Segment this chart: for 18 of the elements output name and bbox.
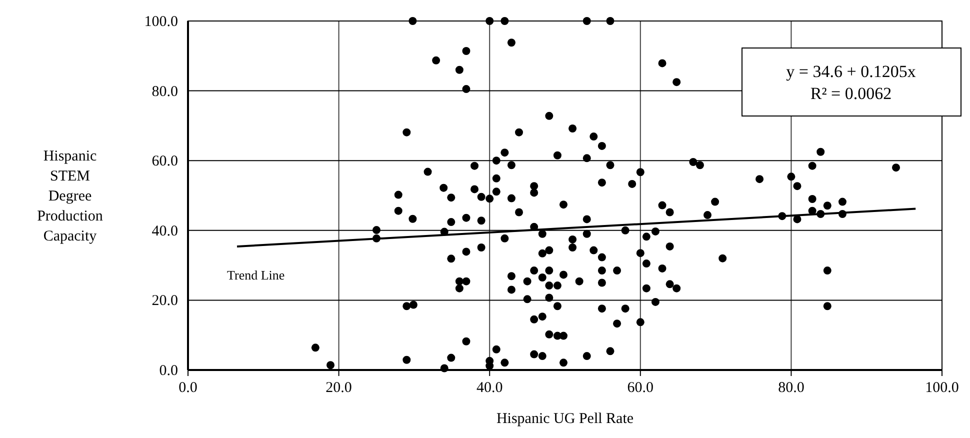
x-tick-label: 0.0 — [178, 380, 198, 396]
annotation: y = 34.6 + 0.1205x — [786, 62, 916, 81]
y-tick-label: 60.0 — [152, 154, 178, 170]
x-tick-label: 60.0 — [627, 380, 654, 396]
x-tick-label: 80.0 — [778, 380, 804, 396]
y-tick-label: 20.0 — [152, 293, 178, 310]
x-tick-label: 40.0 — [476, 380, 503, 396]
annotation: R² = 0.0062 — [810, 84, 892, 103]
y-tick-label: 0.0 — [159, 363, 178, 379]
x-tick-label: 20.0 — [326, 380, 352, 396]
y-tick-label: 80.0 — [152, 84, 178, 100]
x-tick-label: 100.0 — [925, 380, 959, 396]
y-tick-label: 100.0 — [144, 14, 178, 30]
x-axis-title: Hispanic UG Pell Rate — [496, 411, 634, 427]
equation-box: y = 34.6 + 0.1205x R² = 0.0062 — [742, 48, 962, 116]
y-tick-label: 40.0 — [152, 223, 178, 240]
annotation: Trend Line — [227, 267, 285, 282]
y-axis-title: Hispanic STEM Degree Production Capacity — [37, 148, 104, 244]
